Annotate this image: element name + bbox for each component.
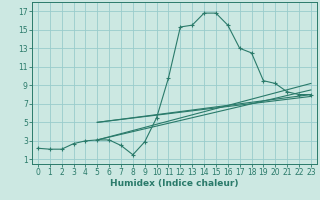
X-axis label: Humidex (Indice chaleur): Humidex (Indice chaleur) xyxy=(110,179,239,188)
